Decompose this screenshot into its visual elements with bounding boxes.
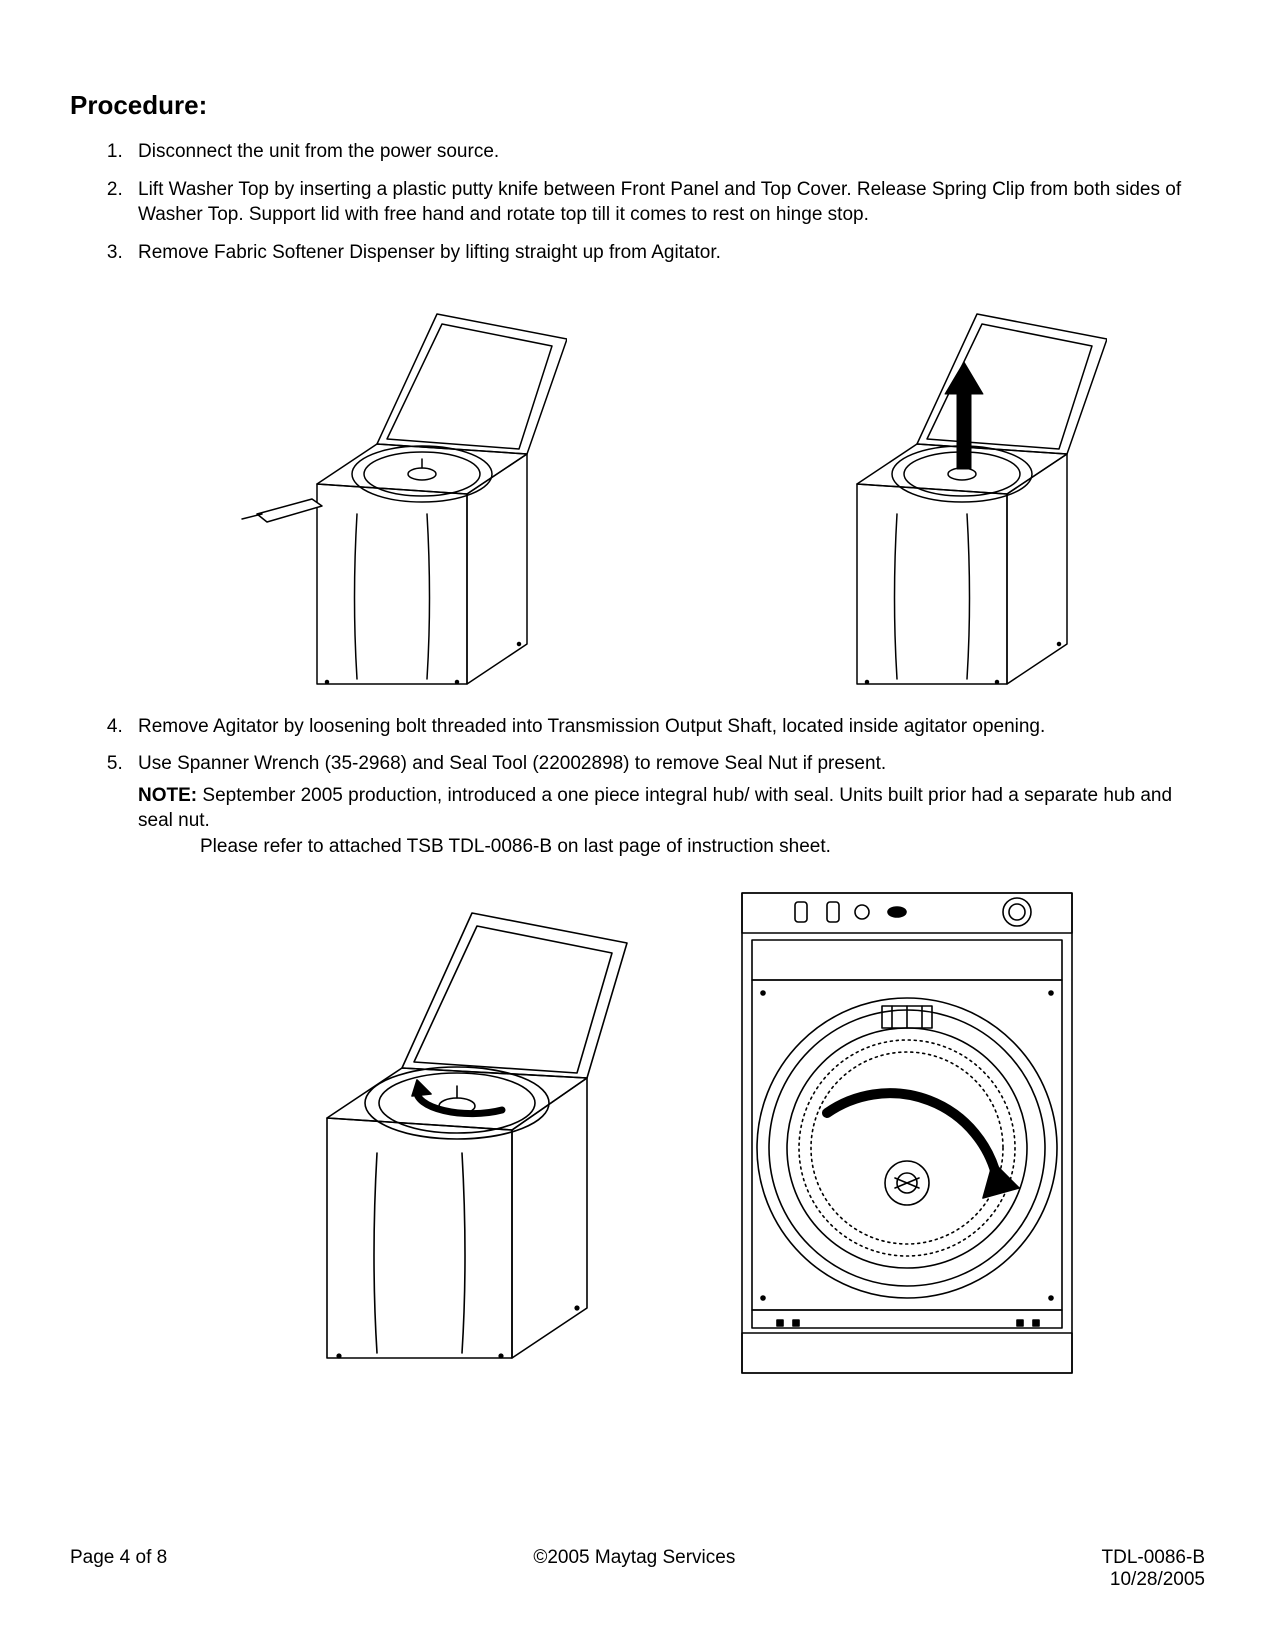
note-line-1: September 2005 production, introduced a … <box>138 785 1172 832</box>
note-label: NOTE: <box>138 785 197 806</box>
footer-date: 10/28/2005 <box>1102 1569 1206 1591</box>
procedure-heading: Procedure: <box>70 90 1205 121</box>
step-4: Remove Agitator by loosening bolt thread… <box>128 714 1205 740</box>
step-2: Lift Washer Top by inserting a plastic p… <box>128 177 1205 228</box>
note-line-2: Please refer to attached TSB TDL-0086-B … <box>200 834 1205 860</box>
figure-row-1 <box>128 284 1205 704</box>
footer-page: Page 4 of 8 <box>70 1547 167 1569</box>
note-block: NOTE: September 2005 production, introdu… <box>138 783 1205 860</box>
figure-2 <box>767 284 1107 704</box>
figure-4 <box>697 878 1117 1388</box>
step-5: Use Spanner Wrench (35-2968) and Seal To… <box>128 751 1205 860</box>
figure-1 <box>227 284 567 704</box>
step-1: Disconnect the unit from the power sourc… <box>128 139 1205 165</box>
page-footer: Page 4 of 8 ©2005 Maytag Services TDL-00… <box>70 1547 1205 1591</box>
step-3: Remove Fabric Softener Dispenser by lift… <box>128 240 1205 266</box>
footer-docnum: TDL-0086-B <box>1102 1547 1206 1569</box>
step-5-text: Use Spanner Wrench (35-2968) and Seal To… <box>138 753 886 774</box>
figure-row-2 <box>128 878 1205 1388</box>
footer-copyright: ©2005 Maytag Services <box>167 1547 1101 1569</box>
procedure-steps: Disconnect the unit from the power sourc… <box>70 139 1205 1388</box>
figure-3 <box>217 878 637 1388</box>
